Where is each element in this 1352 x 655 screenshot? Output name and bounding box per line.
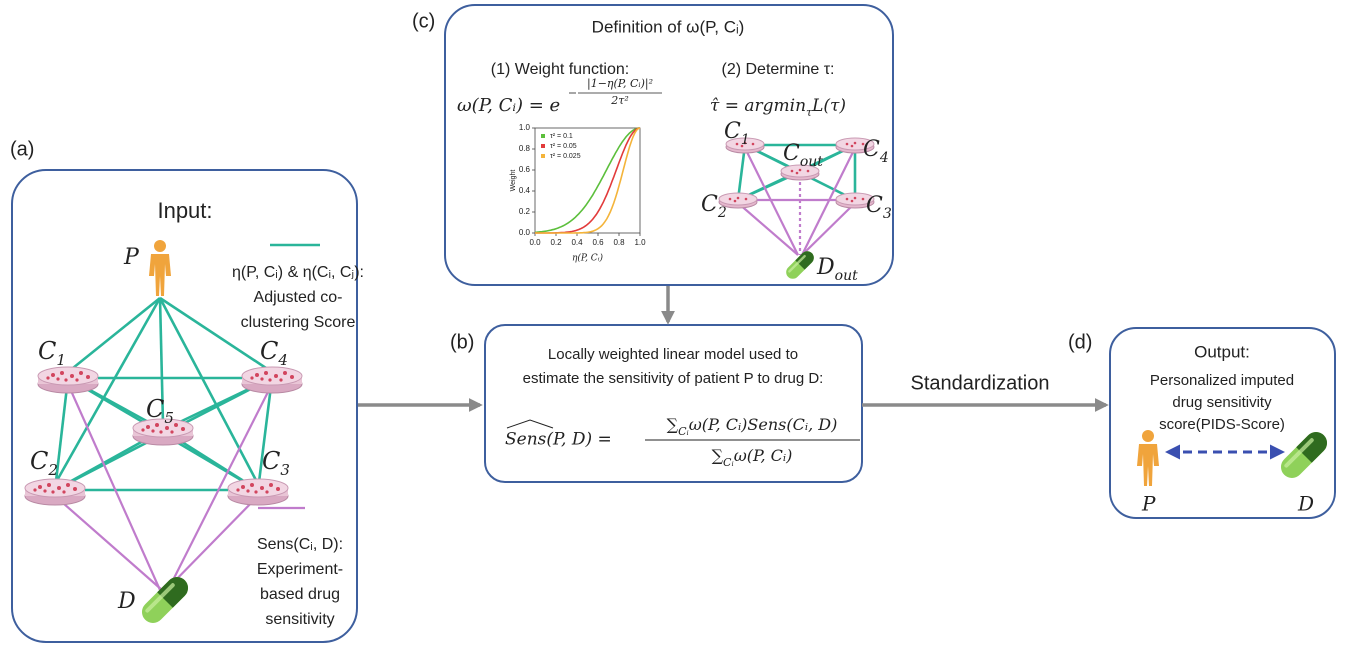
definition-title: Definition of ω(P, Cᵢ) (592, 17, 745, 36)
text-part: C (701, 192, 718, 217)
legend-text: clustering Score (241, 314, 356, 331)
text-part: L(τ) (811, 96, 846, 116)
legend-text: Sens(Cᵢ, D): (257, 536, 343, 553)
legend-text: η(P, Cᵢ) & η(Cᵢ, Cⱼ): (232, 264, 364, 281)
text-part: ω(P, Cᵢ)Sens(Cᵢ, D) (689, 415, 838, 434)
x-tick-label: 0.0 (529, 238, 541, 247)
text-part: τ̂ = argmin (710, 96, 806, 116)
hat (507, 420, 553, 428)
panel-label: (a) (10, 138, 34, 160)
text-part: Cᵢ (678, 425, 689, 438)
step-label: (1) Weight function: (491, 61, 629, 78)
y-tick-label: 0.4 (519, 186, 531, 195)
text-part: C (866, 193, 883, 218)
y-tick-label: 0.2 (519, 207, 531, 216)
output-title: Output: (1194, 342, 1250, 361)
y-tick-label: 1.0 (519, 123, 531, 132)
text-part: 4 (277, 351, 288, 369)
model-text: estimate the sensitivity of patient P to… (523, 370, 824, 387)
legend-text: sensitivity (265, 611, 334, 628)
drug-label: Dout (816, 255, 858, 284)
legend-swatch (541, 144, 545, 148)
cell-label: C5 (146, 395, 174, 428)
patient-label: P (1141, 492, 1156, 516)
text-part: C (146, 395, 164, 423)
cell-label: C1 (38, 337, 66, 370)
cell-label: C2 (30, 447, 58, 480)
text-part: out (800, 154, 823, 170)
text-part: out (835, 268, 858, 284)
text-part: 2 (47, 461, 58, 479)
drug-label: D (117, 589, 136, 614)
text-part: ∑ (667, 415, 679, 434)
x-tick-label: 1.0 (634, 238, 646, 247)
x-tick-label: 0.8 (613, 238, 625, 247)
x-tick-label: 0.4 (571, 238, 583, 247)
patient-icon (1137, 430, 1159, 486)
legend-swatch (541, 154, 545, 158)
legend-swatch (541, 134, 545, 138)
y-axis-label: Weight (510, 170, 517, 192)
panel-label: (d) (1068, 331, 1092, 353)
legend-label: τ² = 0.1 (550, 133, 573, 140)
legend-label: τ² = 0.05 (550, 143, 577, 150)
output-text: Personalized imputed (1150, 372, 1294, 389)
standardization-label: Standardization (911, 372, 1050, 394)
x-tick-label: 0.6 (592, 238, 604, 247)
step-label: (2) Determine τ: (721, 61, 834, 78)
x-tick-label: 0.2 (550, 238, 562, 247)
formula-num: ∑Cᵢω(P, Cᵢ)Sens(Cᵢ, D) (667, 415, 838, 438)
text-part: C (262, 447, 280, 475)
text-part: 2 (717, 205, 727, 221)
text-part: ∑ (712, 446, 724, 465)
x-axis-label: η(P, Cᵢ) (572, 253, 604, 264)
cell-label: C4 (863, 137, 889, 166)
cell-label: C3 (262, 447, 290, 480)
formula-den: ∑Cᵢω(P, Cᵢ) (712, 446, 793, 469)
text-part: ω(P, Cᵢ) (734, 446, 793, 465)
y-tick-label: 0.8 (519, 144, 531, 153)
text-part: 3 (883, 206, 892, 222)
output-text: score(PIDS-Score) (1159, 416, 1285, 433)
formula: ω(P, Cᵢ) = e (457, 95, 560, 116)
text-part: 4 (879, 150, 889, 166)
text-part: 3 (280, 461, 290, 479)
legend-text: Experiment- (257, 561, 343, 578)
panel-label: (c) (412, 10, 435, 32)
legend-text: based drug (260, 586, 340, 603)
text-part: D (816, 255, 835, 280)
cell-label: C4 (260, 337, 288, 370)
text-part: C (783, 141, 800, 166)
formula-exp: 2τ² (610, 94, 629, 107)
drug-icon (1276, 427, 1331, 482)
output-text: drug sensitivity (1172, 394, 1272, 411)
patient-label: P (123, 245, 140, 270)
text-part: C (30, 447, 48, 475)
formula: τ̂ = argminτL(τ) (710, 96, 846, 119)
input-title: Input: (157, 198, 212, 223)
text-part: C (863, 137, 880, 162)
diagram: (a) (b) (c) (d) Input: (0, 0, 1352, 650)
y-tick-label: 0.0 (519, 228, 531, 237)
text-part: 1 (741, 132, 750, 148)
cell-label: C1 (724, 119, 750, 148)
cell-label: C3 (866, 193, 892, 222)
text-part: C (260, 337, 278, 365)
formula-exp: |1−η(P, Cᵢ)|² (587, 77, 653, 91)
text-part: C (724, 119, 741, 144)
text-part: Cᵢ (723, 456, 734, 469)
y-tick-label: 0.6 (519, 165, 531, 174)
formula-lhs: Sens(P, D) = (505, 430, 612, 450)
legend-text: Adjusted co- (254, 289, 343, 306)
drug-label: D (1297, 492, 1314, 516)
text-part: 5 (164, 409, 174, 427)
panel-label: (b) (450, 331, 474, 353)
text-part: C (38, 337, 56, 365)
legend-label: τ² = 0.025 (550, 153, 581, 160)
model-text: Locally weighted linear model used to (548, 346, 798, 363)
text-part: 1 (56, 351, 66, 369)
